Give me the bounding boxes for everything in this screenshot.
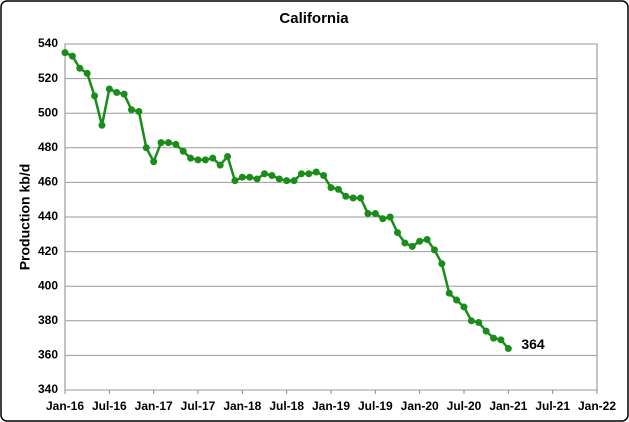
x-tick-label: Jan-18 [223,399,261,413]
data-point [312,168,320,176]
y-tick-label: 500 [38,105,58,119]
x-tick-label: Jan-20 [401,399,439,413]
data-point [253,175,261,183]
data-point [238,173,246,181]
chart-title: California [279,10,349,27]
x-tick-label: Jul-17 [181,399,216,413]
x-tick-label: Jul-19 [358,399,393,413]
data-point [164,139,172,147]
data-point [268,171,276,179]
data-point [438,260,446,268]
y-axis-label: Production kb/d [17,164,33,271]
data-point [497,336,505,344]
data-point [83,69,91,77]
data-point [179,147,187,155]
data-point [194,156,202,164]
y-tick-label: 380 [38,313,58,327]
data-point [357,194,365,202]
y-tick-label: 400 [38,278,58,292]
y-tick-label: 520 [38,71,58,85]
data-point [61,49,69,57]
data-point [467,317,475,325]
data-point [216,161,224,169]
data-label: 364 [521,336,545,352]
data-point [187,154,195,162]
data-point [327,184,335,192]
data-point [394,229,401,237]
data-point [379,215,387,223]
data-point [98,121,106,129]
x-tick-label: Jan-21 [489,399,527,413]
data-point [113,88,121,96]
data-point [142,144,150,152]
x-tick-label: Jan-17 [135,399,173,413]
data-point [231,177,239,185]
y-tick-label: 540 [38,36,58,50]
x-tick-label: Jan-16 [46,399,84,413]
data-point [128,106,135,114]
x-tick-label: Jan-19 [312,399,350,413]
data-point [504,344,512,352]
data-point [453,296,461,304]
data-point [408,242,416,250]
data-point [490,334,498,342]
data-point [371,210,379,218]
data-point [482,327,490,335]
data-point [305,170,313,178]
y-tick-label: 340 [38,382,58,396]
data-point [150,158,158,166]
y-tick-label: 440 [38,209,58,223]
data-point [475,319,483,327]
data-point [445,289,453,297]
data-point [91,92,99,100]
data-point [209,154,217,162]
data-point [283,177,291,185]
x-tick-label: Jul-21 [535,399,570,413]
x-tick-label: Jul-16 [92,399,127,413]
data-point [416,237,424,245]
data-point [290,177,298,185]
data-point [120,90,128,98]
data-point [68,52,76,60]
data-point [261,170,268,178]
data-point [386,213,394,221]
data-point [320,171,328,179]
data-point [334,185,342,193]
data-point [105,85,113,93]
data-point [275,175,283,183]
x-tick-label: Jul-20 [447,399,482,413]
data-point [460,303,468,311]
data-point [135,107,143,115]
data-point [76,64,84,72]
data-point [246,173,254,181]
data-point [297,170,305,178]
data-point [364,210,372,218]
data-point [201,156,209,164]
x-tick-label: Jan-22 [578,399,616,413]
x-tick-label: Jul-18 [269,399,304,413]
y-tick-label: 360 [38,348,58,362]
data-point [423,235,431,243]
y-tick-label: 460 [38,175,58,189]
data-point [157,139,165,147]
data-point [224,152,232,160]
data-point [349,194,357,202]
data-point [401,239,409,247]
data-point [430,246,438,254]
data-point [172,140,180,148]
y-tick-label: 480 [38,140,58,154]
data-point [342,192,350,200]
y-tick-label: 420 [38,244,58,258]
